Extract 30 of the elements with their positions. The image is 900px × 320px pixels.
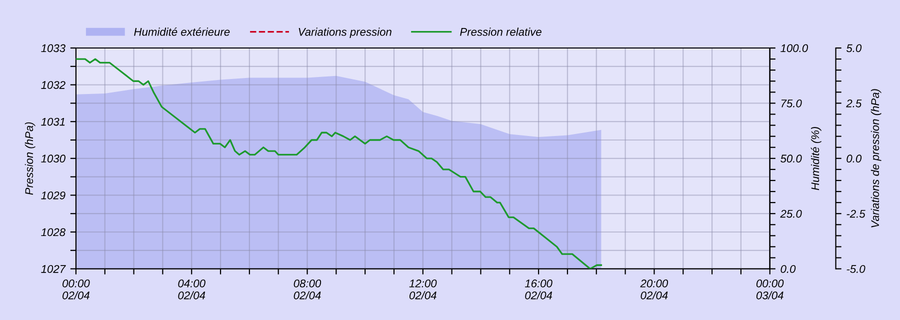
legend-label: Variations pression	[298, 28, 392, 38]
y2-tick-label: 25.0	[780, 210, 802, 218]
y2-tick-label: 100.0	[780, 44, 808, 52]
y3-tick-label: -2.5	[846, 210, 866, 218]
y3-axis-title: Variations de pression (hPa)	[870, 89, 882, 228]
x-tick-label: 00:00 03/04	[756, 280, 784, 300]
y-tick-label: 1029	[41, 191, 66, 200]
x-tick-label: 12:00 02/04	[409, 280, 437, 300]
legend-label: Humidité extérieure	[134, 28, 230, 36]
x-tick-label: 16:00 02/04	[524, 280, 552, 300]
y-tick-label: 1033	[41, 44, 66, 52]
y2-axis-title: Humidité (%)	[810, 126, 822, 190]
legend-label: Pression relative	[460, 28, 542, 36]
y3-tick-label: 2.5	[846, 99, 862, 108]
y-tick-label: 1028	[41, 228, 66, 236]
x-tick-label: 20:00 02/04	[640, 280, 668, 300]
y3-tick-label: 0.0	[846, 154, 862, 163]
y2-tick-label: 50.0	[780, 154, 802, 163]
y-axis-title: Pression (hPa)	[24, 122, 36, 195]
y2-tick-label: 75.0	[781, 99, 802, 108]
x-tick-label: 04:00 02/04	[178, 280, 206, 300]
x-tick-label: 08:00 02/04	[294, 280, 322, 300]
y-tick-label: 1027	[41, 265, 66, 273]
y3-tick-label: 5.0	[846, 44, 862, 52]
y3-tick-label: -5.0	[846, 265, 866, 273]
y-tick-label: 1031	[41, 118, 65, 126]
x-tick-label: 00:00 02/04	[62, 280, 90, 300]
y2-tick-label: 0.0	[780, 265, 796, 273]
y-tick-label: 1030	[41, 154, 66, 163]
y-tick-label: 1032	[41, 81, 66, 89]
